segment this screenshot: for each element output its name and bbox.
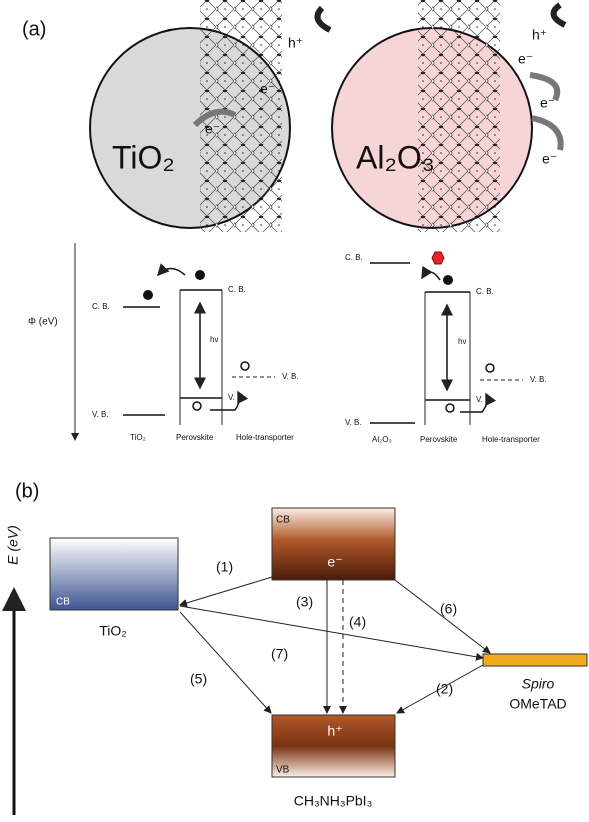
hole-label: h⁺	[532, 27, 547, 43]
material-label: Spiro	[522, 676, 555, 692]
level-label: V. B.	[345, 418, 362, 427]
level-label: C. B.	[345, 253, 363, 262]
column-label: Perovskite	[420, 435, 458, 444]
photon-label: hν	[210, 335, 218, 344]
carrier-label: e⁻	[327, 554, 342, 570]
hole	[446, 404, 454, 412]
axis-label: E (eV)	[5, 525, 21, 565]
particle-label: Al₂O₃	[356, 139, 435, 175]
material-label: CH₃NH₃PbI₃	[294, 793, 373, 809]
level-label: V. B.	[92, 410, 109, 419]
column-label: Hole-transporter	[482, 435, 540, 444]
hole-arrow	[318, 8, 331, 30]
hole-label: h⁺	[288, 35, 303, 51]
process-arrow	[180, 612, 271, 713]
material-label: TiO₂	[99, 623, 126, 639]
axis-label: Φ (eV)	[28, 317, 58, 328]
panel-label: (a)	[22, 18, 46, 40]
level-label: V. B.	[282, 372, 299, 381]
box-label: CB	[56, 597, 70, 608]
injection-arrow	[158, 269, 185, 276]
process-label: (1)	[216, 559, 233, 575]
hole-arrow	[554, 5, 565, 25]
perovskite-lattice	[418, 0, 500, 232]
electron-label: e⁻	[260, 81, 275, 97]
level-label: C. B.	[476, 287, 494, 296]
transfer-arrow	[532, 118, 561, 150]
level-label: C. B.	[228, 285, 246, 294]
hole	[486, 364, 494, 372]
process-label: (7)	[271, 646, 288, 662]
process-label: (5)	[190, 671, 207, 687]
hole	[193, 402, 201, 410]
column-label: TiO₂	[130, 433, 146, 442]
block-marker	[432, 252, 444, 264]
electron-label: e⁻	[205, 121, 220, 137]
column-label: Al₂O₃	[372, 435, 392, 444]
page: (a) TiO₂ e⁻ e⁻ h⁺ Al₂O₃ e⁻ e⁻ e⁻ h⁺ Φ (e…	[0, 0, 589, 822]
level-label: V. B.	[228, 393, 245, 402]
material-label: OMeTAD	[509, 696, 566, 712]
electron	[195, 270, 205, 280]
level-label: V. B.	[530, 375, 547, 384]
electron	[443, 275, 453, 285]
electron-label: e⁻	[540, 95, 555, 111]
carrier-label: h⁺	[327, 723, 342, 739]
process-arrow	[180, 606, 483, 658]
column-label: Hole-transporter	[236, 433, 294, 442]
particle-label: TiO₂	[112, 139, 175, 175]
process-label: (6)	[440, 601, 457, 617]
electron-label: e⁻	[518, 51, 533, 67]
panel-label: (b)	[15, 480, 39, 502]
box-label: VB	[276, 765, 290, 776]
process-label: (3)	[296, 594, 313, 610]
hole	[241, 362, 249, 370]
level-label: V. B.	[476, 395, 493, 404]
process-arrow	[180, 577, 272, 605]
electron	[143, 290, 153, 300]
figure: (a) TiO₂ e⁻ e⁻ h⁺ Al₂O₃ e⁻ e⁻ e⁻ h⁺ Φ (e…	[0, 0, 589, 822]
box-label: CB	[276, 515, 290, 526]
level-label: C. B.	[92, 302, 110, 311]
electron-label: e⁻	[542, 151, 557, 167]
photon-label: hν	[458, 337, 466, 346]
blocked-arrow	[422, 272, 440, 280]
column-label: Perovskite	[176, 433, 214, 442]
process-label: (2)	[436, 681, 453, 697]
process-label: (4)	[349, 614, 366, 630]
spiro-level	[483, 654, 587, 666]
